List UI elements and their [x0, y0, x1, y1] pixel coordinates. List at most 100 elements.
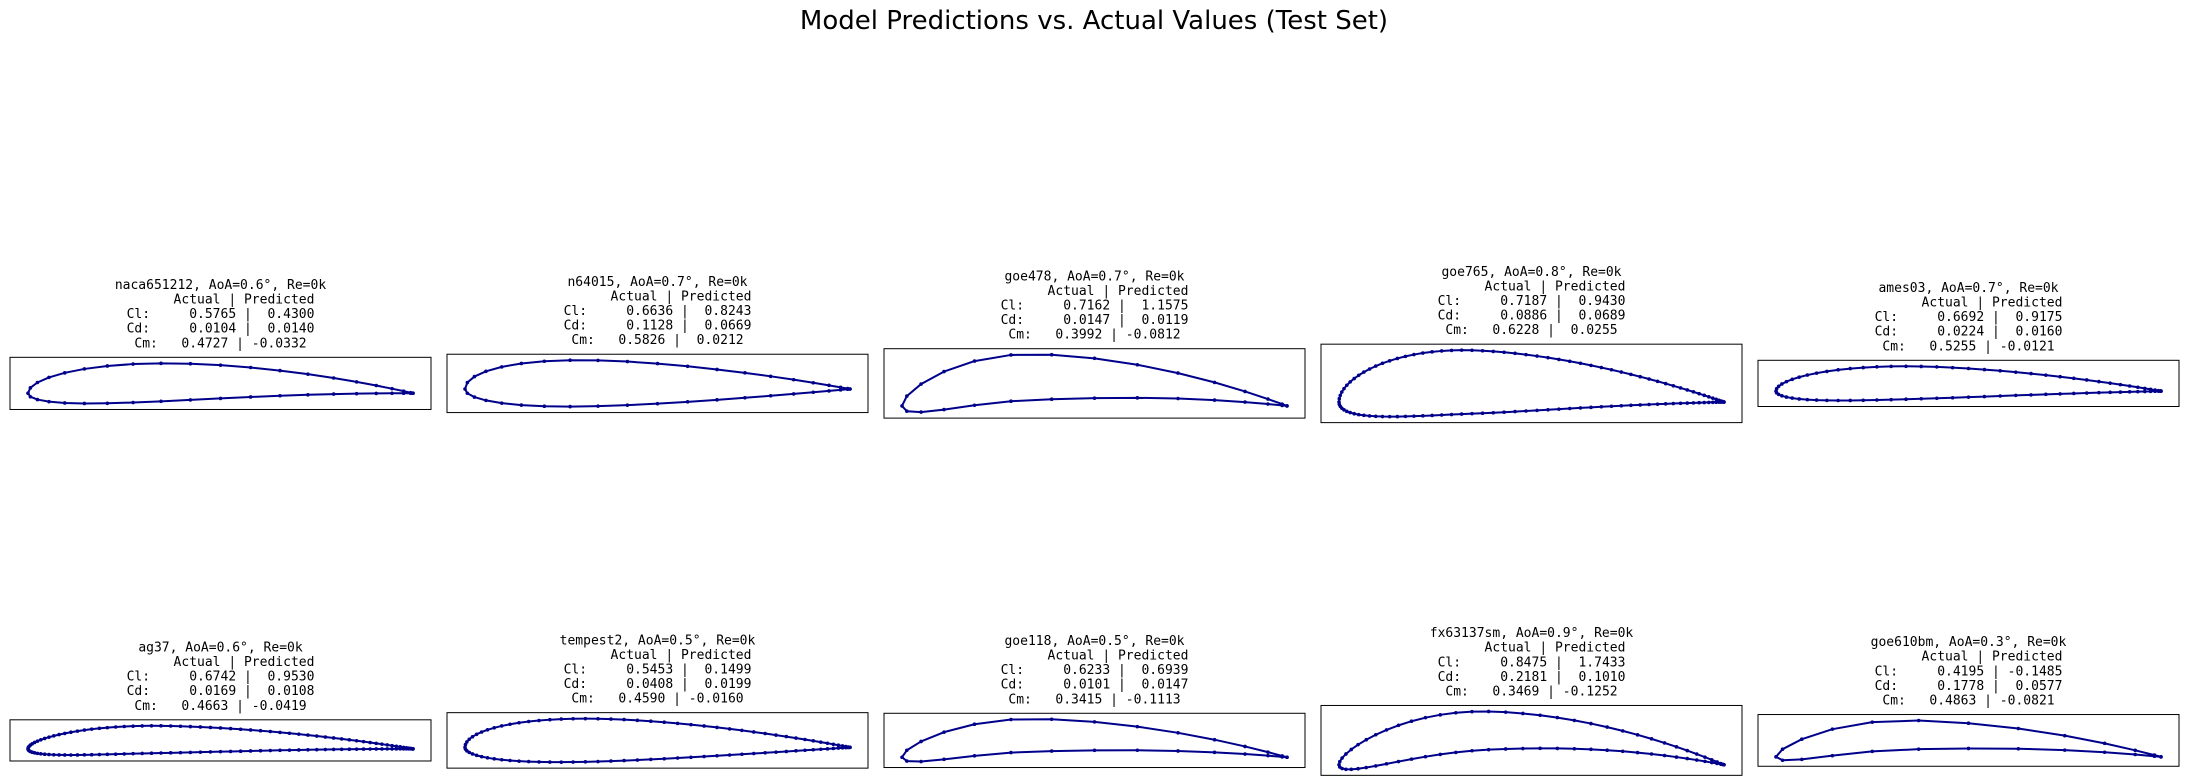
airfoil-point [374, 747, 379, 751]
panel-title-line: goe118, AoA=0.5°, Re=0k [1004, 634, 1184, 649]
airfoil-point [1449, 348, 1454, 353]
airfoil-point [1825, 398, 1829, 403]
airfoil-point [380, 742, 384, 746]
airfoil-point [361, 739, 366, 744]
airfoil-point [474, 732, 479, 737]
airfoil-point [1950, 395, 1955, 400]
airfoil-point [1649, 752, 1654, 756]
airfoil-point [1212, 398, 1217, 402]
airfoil-point [1805, 373, 1810, 377]
airfoil-point [188, 750, 193, 755]
airfoil-point [1830, 753, 1835, 758]
airfoil-point [740, 728, 744, 733]
airfoil-point [1935, 396, 1939, 401]
airfoil-point [1578, 361, 1583, 366]
airfoil-point [248, 395, 253, 399]
airfoil-point [2108, 381, 2112, 385]
airfoil-point [258, 748, 263, 753]
axes-frame [883, 712, 1306, 769]
panel-title-line: Cl: 0.5453 | 0.1499 [564, 662, 752, 677]
airfoil-point [306, 372, 310, 376]
airfoil-point [1344, 752, 1348, 756]
airfoil-point [2044, 373, 2048, 377]
airfoil-point [1349, 747, 1354, 752]
airfoil-outline [901, 353, 1288, 414]
airfoil-point [159, 751, 163, 755]
airfoil-point [1714, 397, 1718, 402]
airfoil-panel-goe478: goe478, AoA=0.7°, Re=0k Actual | Predict… [883, 269, 1306, 419]
airfoil-point [768, 374, 773, 379]
airfoil-point [1538, 713, 1542, 718]
airfoil-point [1950, 365, 1955, 370]
airfoil-point [1135, 362, 1140, 367]
airfoil-point [1243, 389, 1247, 394]
airfoil-point [1430, 350, 1434, 354]
airfoil-point [208, 725, 213, 730]
airfoil-point [1889, 364, 1893, 369]
airfoil-panel-goe610bm: goe610bm, AoA=0.3°, Re=0k Actual | Predi… [1757, 635, 2180, 767]
airfoil-point [803, 737, 807, 742]
airfoil-point [1671, 383, 1676, 388]
airfoil-point [972, 359, 977, 363]
airfoil-point [374, 383, 379, 388]
panel-title-line: goe478, AoA=0.7°, Re=0k [1004, 269, 1184, 284]
airfoil-point [791, 377, 796, 382]
panel-title-line: Cm: 0.4863 | -0.0821 [1882, 694, 2054, 709]
airfoil-point [105, 364, 110, 368]
airfoil-point [648, 719, 653, 723]
airfoil-point [1889, 397, 1893, 402]
airfoil-point [635, 718, 640, 723]
airfoil-point [1825, 369, 1829, 374]
airfoil-point [2159, 755, 2163, 759]
airfoil-point [1685, 748, 1690, 753]
airfoil-point [818, 740, 823, 744]
airfoil-point [354, 391, 359, 396]
airfoil-outline [1775, 719, 2162, 762]
airfoil-point [1367, 414, 1372, 418]
airfoil-point [26, 391, 30, 396]
airfoil-point [1649, 737, 1654, 741]
airfoil-point [1707, 395, 1711, 399]
panel-title-line: Actual | Predicted [1438, 279, 1626, 294]
airfoil-point [1439, 413, 1444, 417]
panel-title-line: Cm: 0.3415 | -0.1113 [1008, 692, 1180, 707]
airfoil-point [499, 365, 504, 369]
airfoil-point [622, 758, 626, 763]
axes-frame [1320, 704, 1743, 776]
airfoil-point [763, 731, 767, 736]
panel-title-line: Cm: 0.4727 | -0.0332 [134, 336, 306, 351]
airfoil-point [1848, 366, 1853, 371]
airfoil-point [2142, 389, 2147, 394]
panel-title-line: Cl: 0.7187 | 0.9430 [1438, 294, 1626, 309]
airfoil-point [803, 748, 807, 753]
airfoil-point [306, 393, 310, 397]
airfoil-point [1814, 398, 1819, 402]
airfoil-point [537, 718, 541, 723]
airfoil-point [69, 730, 73, 735]
airfoil-point [1092, 356, 1097, 361]
airfoil-point [1966, 721, 1971, 725]
airfoil-point [972, 722, 977, 727]
airfoil-point [702, 754, 706, 759]
airfoil-point [188, 398, 193, 402]
airfoil-point [1703, 759, 1707, 764]
airfoil-point [689, 722, 693, 727]
airfoil-point [1135, 396, 1140, 400]
airfoil-point [1875, 398, 1879, 402]
airfoil-point [1629, 403, 1633, 408]
airfoil-point [1266, 402, 1270, 406]
airfoil-point [1797, 375, 1801, 379]
airfoil-point [1243, 752, 1247, 756]
airfoil-point [2097, 379, 2101, 384]
airfoil-point [306, 733, 310, 737]
airfoil-point [811, 380, 816, 385]
airfoil-point [827, 389, 831, 393]
airfoil-point [1830, 727, 1835, 731]
airfoil-point [354, 738, 359, 743]
airfoil-point [297, 748, 301, 752]
airfoil-point [385, 747, 390, 751]
airfoil-point [1861, 398, 1866, 403]
airfoil-point [1449, 412, 1454, 417]
airfoil-point [113, 752, 118, 756]
axes-frame [9, 356, 432, 410]
